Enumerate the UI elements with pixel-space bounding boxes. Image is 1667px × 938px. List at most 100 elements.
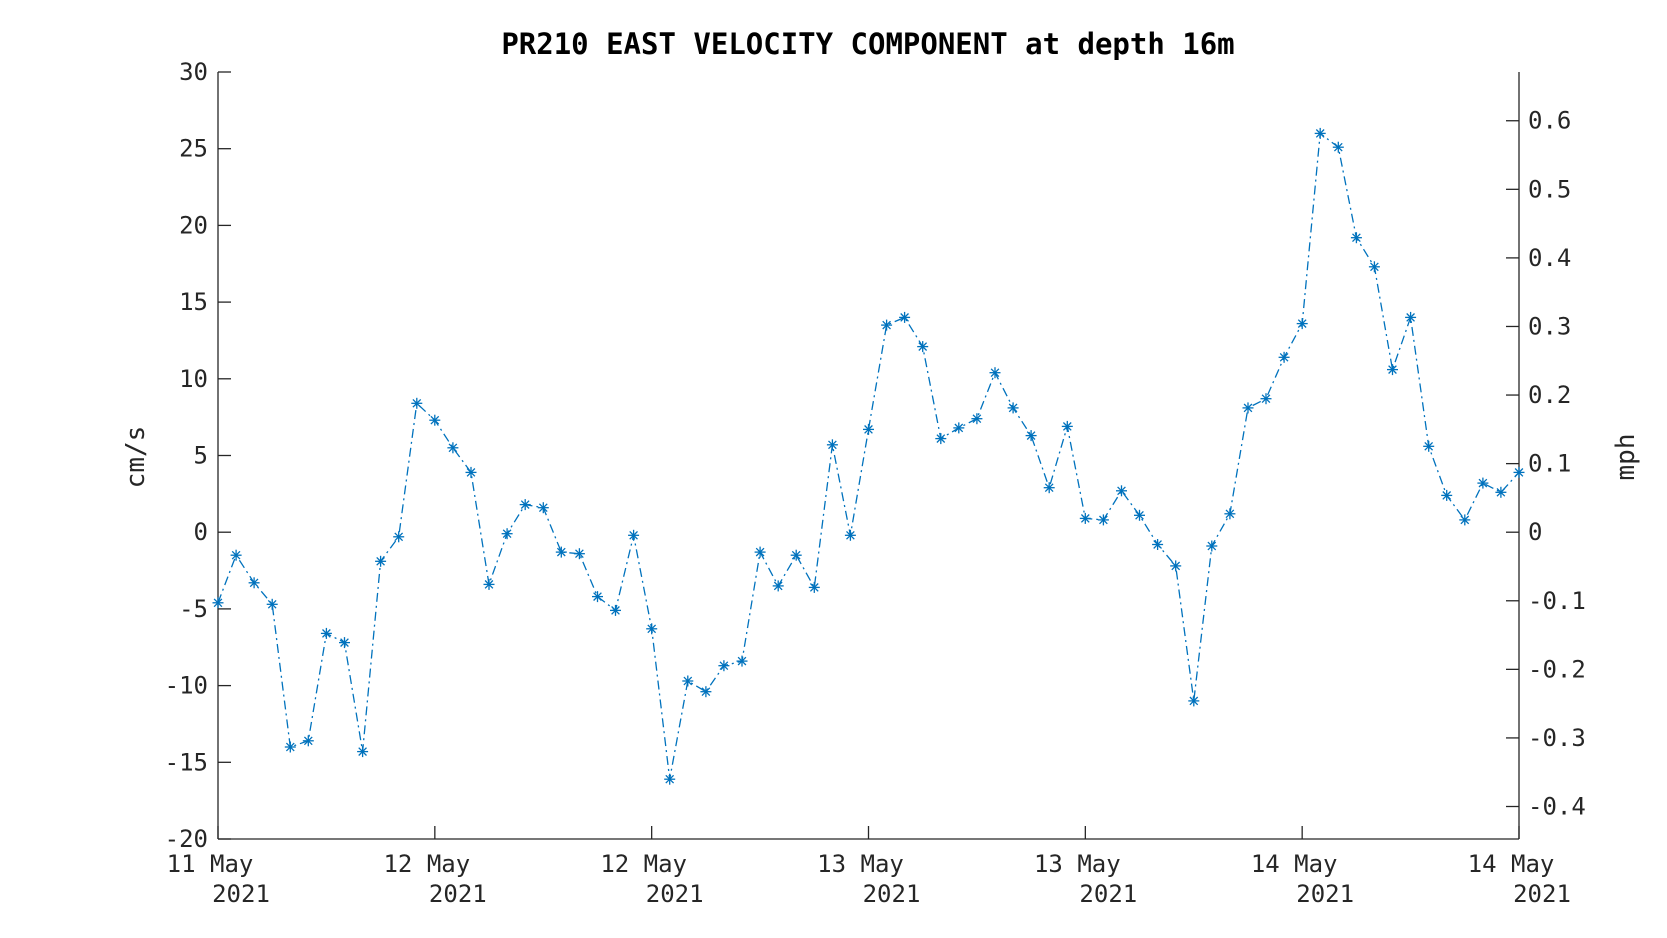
data-point — [1170, 560, 1182, 572]
x-tick-year-label: 2021 — [1079, 880, 1137, 908]
data-point — [230, 549, 242, 561]
data-point — [501, 528, 513, 540]
y2-tick-label: -0.4 — [1528, 793, 1586, 821]
x-tick-label: 12 May — [383, 850, 470, 878]
y-tick-label: -10 — [165, 672, 208, 700]
axes — [217, 72, 1520, 840]
data-point — [989, 367, 1001, 379]
data-point — [302, 735, 314, 747]
data-point — [1260, 393, 1272, 405]
data-point — [248, 577, 260, 589]
x-tick-year-label: 2021 — [863, 880, 921, 908]
x-tick-label: 14 May — [1251, 850, 1338, 878]
data-point — [1296, 318, 1308, 330]
data-point — [1495, 486, 1507, 498]
data-point — [971, 413, 983, 425]
data-point — [1405, 311, 1417, 323]
data-point — [212, 597, 224, 609]
data-point — [357, 746, 369, 758]
data-point — [1152, 539, 1164, 550]
data-point — [483, 578, 495, 590]
y-tick-label: 30 — [179, 58, 208, 86]
y-tick-label: 15 — [179, 288, 208, 316]
data-point — [1043, 482, 1055, 494]
data-point — [1079, 512, 1091, 524]
y2-tick-label: -0.1 — [1528, 587, 1586, 615]
data-point — [1206, 540, 1218, 552]
data-point — [1387, 364, 1398, 376]
data-point — [953, 422, 965, 434]
x-tick-year-label: 2021 — [429, 880, 487, 908]
x-tick-label: 13 May — [1034, 850, 1121, 878]
data-point — [537, 502, 549, 514]
data-point — [718, 660, 730, 672]
data-point — [284, 741, 296, 753]
data-point — [700, 686, 712, 698]
data-point — [844, 529, 856, 541]
data-point — [1423, 440, 1435, 452]
chart-title: PR210 EAST VELOCITY COMPONENT at depth 1… — [501, 27, 1234, 61]
data-point — [1007, 402, 1019, 414]
data-point — [1061, 420, 1073, 432]
data-point — [555, 546, 567, 558]
data-point — [881, 319, 893, 331]
data-point — [1025, 430, 1037, 442]
data-point — [790, 549, 802, 561]
y2-tick-label: 0.3 — [1528, 312, 1571, 340]
data-series — [212, 127, 1525, 785]
data-point — [682, 675, 694, 687]
y2-tick-label: -0.2 — [1528, 655, 1586, 683]
data-point — [320, 627, 332, 639]
x-tick-year-label: 2021 — [212, 880, 270, 908]
data-point — [411, 397, 423, 409]
data-point — [592, 591, 603, 603]
y-tick-label: 0 — [194, 518, 208, 546]
data-point — [465, 466, 477, 478]
y-axis-label: cm/s — [121, 426, 151, 489]
data-point — [1332, 141, 1344, 153]
y2-axis-label: mph — [1611, 434, 1641, 481]
data-point — [393, 531, 405, 543]
data-point — [826, 439, 838, 451]
data-point — [447, 442, 459, 454]
y-tick-label: 20 — [179, 211, 208, 239]
data-point — [1097, 514, 1109, 526]
x-tick-year-label: 2021 — [646, 880, 704, 908]
data-point — [610, 604, 621, 616]
data-point — [1314, 127, 1326, 139]
data-point — [754, 546, 766, 558]
data-point — [646, 623, 658, 635]
data-point — [664, 773, 676, 785]
data-point — [1116, 485, 1127, 497]
data-point — [808, 581, 820, 593]
y-tick-label: 25 — [179, 135, 208, 163]
data-point — [1224, 508, 1236, 520]
data-point — [1278, 351, 1290, 363]
data-point — [863, 423, 874, 435]
y-tick-label: -15 — [165, 748, 208, 776]
y2-tick-label: 0 — [1528, 518, 1542, 546]
y2-tick-label: -0.3 — [1528, 724, 1586, 752]
data-point — [1513, 466, 1525, 478]
y2-tick-label: 0.1 — [1528, 450, 1571, 478]
data-point — [628, 529, 640, 541]
y-tick-label: 10 — [179, 365, 208, 393]
y2-axis-ticks: -0.4 -0.3 -0.2 -0.1 0 0.1 0.2 0.3 0.4 0.5 0.6 — [1506, 107, 1586, 821]
data-point — [1459, 514, 1471, 526]
series-line — [217, 132, 1520, 780]
y2-tick-label: 0.5 — [1528, 175, 1571, 203]
x-tick-year-label: 2021 — [1513, 880, 1571, 908]
data-point — [1134, 509, 1145, 521]
data-point — [736, 655, 748, 667]
data-point — [573, 548, 585, 560]
x-tick-year-label: 2021 — [1296, 880, 1354, 908]
y-axis-ticks: -20 -15 -10 -5 0 5 10 15 20 25 30 — [165, 58, 231, 853]
data-point — [1242, 402, 1254, 414]
y-tick-label: 5 — [194, 442, 208, 470]
x-tick-label: 12 May — [600, 850, 687, 878]
data-point — [1188, 695, 1200, 707]
x-tick-label: 14 May — [1468, 850, 1555, 878]
y2-tick-label: 0.6 — [1528, 107, 1571, 135]
